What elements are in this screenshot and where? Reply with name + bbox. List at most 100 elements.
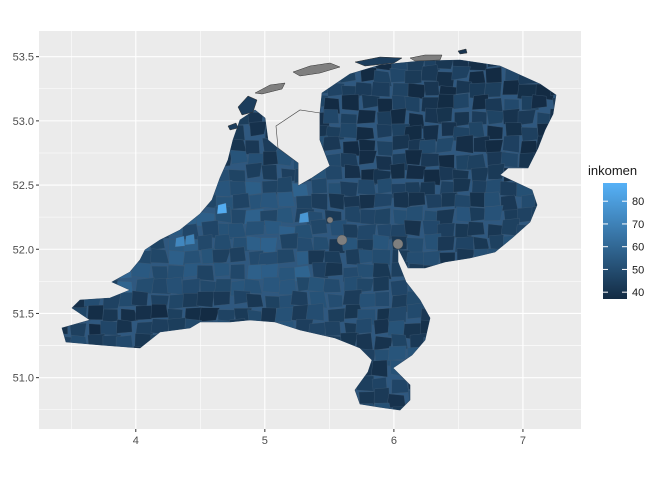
municipality-cell xyxy=(466,153,487,170)
municipality-cell xyxy=(359,194,376,209)
municipality-cell xyxy=(199,307,220,322)
municipality-cell xyxy=(276,249,296,264)
municipality-cell xyxy=(487,163,505,180)
municipality-cell xyxy=(339,122,359,139)
municipality-cell xyxy=(483,205,504,222)
municipality-cell xyxy=(552,96,556,114)
municipality-cell xyxy=(389,162,406,180)
municipality-cell xyxy=(502,108,520,125)
municipality-cell xyxy=(87,304,104,321)
legend-colorbar xyxy=(603,183,627,299)
municipality-cell xyxy=(311,261,329,279)
municipality-cell xyxy=(358,150,378,165)
municipality-cell xyxy=(517,109,536,126)
municipality-cell xyxy=(120,308,139,323)
municipality-cell xyxy=(469,192,487,208)
municipality-cell xyxy=(342,289,363,306)
municipality-cell xyxy=(100,320,119,336)
municipality-cell xyxy=(196,291,215,308)
municipality-cell xyxy=(213,234,233,252)
municipality-cell xyxy=(356,263,375,278)
y-tick-label: 53.0 xyxy=(13,116,34,128)
missing-data-patches xyxy=(326,216,404,250)
municipality-cell xyxy=(423,169,442,186)
municipality-cell xyxy=(484,191,501,208)
municipality-cell xyxy=(324,321,341,336)
municipality-cell xyxy=(405,205,424,222)
municipality-cell xyxy=(344,205,363,224)
municipality-cell xyxy=(405,164,427,180)
x-tick-label: 7 xyxy=(520,435,526,447)
municipality-cell xyxy=(231,209,247,225)
municipality-cell xyxy=(344,164,361,179)
municipality-cell xyxy=(434,60,455,70)
municipality-cell xyxy=(243,278,263,294)
y-axis: 51.0 51.5 52.0 52.5 53.0 53.5 xyxy=(13,52,39,385)
municipality-cell xyxy=(327,308,346,324)
municipality-cell xyxy=(372,234,390,251)
island xyxy=(457,48,468,55)
municipality-cell xyxy=(328,193,345,210)
municipality-cell xyxy=(471,110,487,126)
municipality-cell xyxy=(322,278,341,293)
municipality-cell xyxy=(361,94,380,109)
municipality-cell xyxy=(181,278,201,295)
municipality-cell xyxy=(213,262,230,277)
municipality-cell xyxy=(245,162,263,179)
municipality-cell xyxy=(370,359,388,378)
municipality-cell xyxy=(277,191,296,207)
municipality-cell xyxy=(451,65,471,81)
y-tick-label: 52.5 xyxy=(13,180,34,192)
municipality-cell xyxy=(135,305,155,321)
municipality-cell xyxy=(324,165,343,180)
y-tick-label: 51.0 xyxy=(13,373,34,385)
municipality-cell xyxy=(454,111,470,127)
municipality-cell xyxy=(393,191,411,209)
legend-label: 50 xyxy=(632,264,644,276)
municipality-cell xyxy=(249,121,267,137)
municipality-cell xyxy=(229,149,249,165)
municipality-cell xyxy=(404,96,420,113)
legend-label: 60 xyxy=(632,242,644,254)
municipality-cell xyxy=(357,179,377,196)
municipality-cell xyxy=(327,293,343,309)
municipality-cell xyxy=(310,219,328,235)
municipality-cell xyxy=(174,235,186,248)
municipality-cell xyxy=(244,221,265,236)
municipality-cell xyxy=(354,81,373,97)
municipality-cell xyxy=(229,246,247,263)
municipality-cell xyxy=(230,264,245,280)
municipality-cell xyxy=(521,127,540,142)
municipality-cell xyxy=(261,164,278,181)
x-tick-label: 5 xyxy=(262,435,268,447)
municipality-cell xyxy=(135,277,155,294)
municipality-cell xyxy=(404,149,423,166)
y-tick-label: 51.5 xyxy=(13,308,34,320)
island xyxy=(409,54,443,62)
municipality-cell xyxy=(455,134,474,154)
municipality-cell xyxy=(360,209,379,225)
municipality-cell xyxy=(371,81,391,97)
municipality-cell xyxy=(391,379,409,394)
na-patch xyxy=(392,238,404,250)
municipality-cell xyxy=(260,192,279,209)
municipality-cell xyxy=(356,126,375,141)
municipality-cell xyxy=(437,235,455,252)
municipality-cell xyxy=(182,293,200,308)
municipality-cell xyxy=(311,193,328,211)
municipality-cell xyxy=(150,303,169,319)
x-tick-label: 6 xyxy=(391,435,397,447)
municipality-cell xyxy=(486,125,504,140)
municipality-cell xyxy=(116,319,133,334)
municipality-cell xyxy=(196,265,215,282)
municipality-cell xyxy=(276,207,294,224)
municipality-cell xyxy=(324,262,343,277)
municipality-cell xyxy=(390,107,407,125)
municipality-cell xyxy=(484,82,502,98)
municipality-cell xyxy=(376,140,395,157)
municipality-cell xyxy=(341,94,360,111)
na-patch xyxy=(326,216,334,224)
municipality-cell xyxy=(296,237,314,252)
municipality-cell xyxy=(279,232,299,249)
municipality-cell xyxy=(151,277,172,295)
